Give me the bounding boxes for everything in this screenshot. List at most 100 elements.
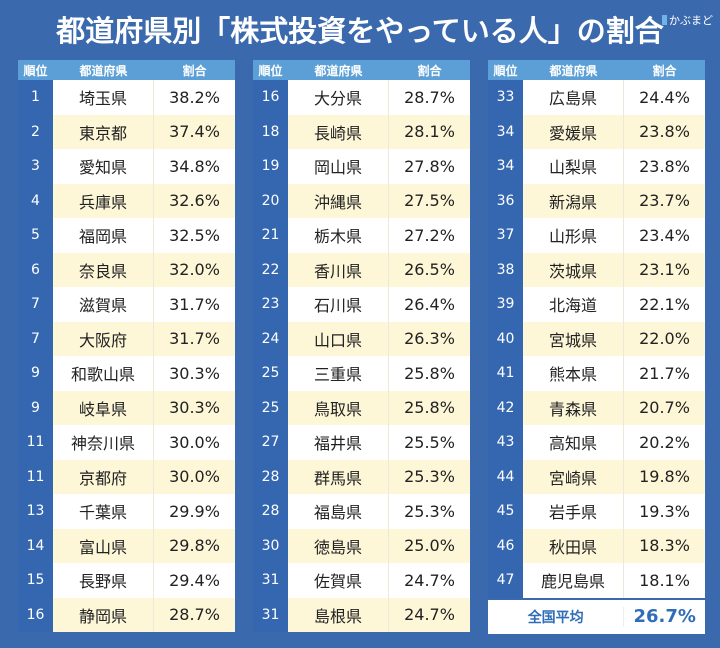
table-row: 14 富山県 29.8% [18, 528, 235, 563]
percentage-cell: 18.3% [624, 528, 705, 563]
average-label: 全国平均 [488, 606, 625, 627]
table-row: 11 京都府 30.0% [18, 459, 235, 494]
percentage-cell: 30.0% [154, 425, 235, 460]
table-row: 43 高知県 20.2% [488, 425, 705, 460]
ranking-table: 順位 都道府県 割合 16 大分県 28.7% 18 長崎県 28.1% 19 岡山県 27.8% 20… [253, 60, 470, 632]
prefecture-cell: 長崎県 [288, 114, 389, 149]
rank-cell: 42 [488, 390, 523, 425]
prefecture-cell: 愛媛県 [523, 114, 624, 149]
table-row: 21 栃木県 27.2% [253, 218, 470, 253]
rank-cell: 20 [253, 183, 288, 218]
rank-cell: 16 [18, 597, 53, 632]
table-row: 23 石川県 26.4% [253, 287, 470, 322]
rank-cell: 27 [253, 425, 288, 460]
rank-cell: 28 [253, 494, 288, 529]
rank-cell: 3 [18, 149, 53, 184]
column-header: 割合 [182, 63, 207, 78]
percentage-cell: 22.0% [624, 321, 705, 356]
prefecture-cell: 兵庫県 [53, 183, 154, 218]
rank-cell: 45 [488, 494, 523, 529]
rank-cell: 47 [488, 563, 523, 598]
ranking-table: 順位 都道府県 割合 1 埼玉県 38.2% 2 東京都 37.4% 3 愛知県 34.8% 4 兵庫県 3… [18, 60, 235, 632]
table-row: 6 奈良県 32.0% [18, 252, 235, 287]
percentage-cell: 28.1% [389, 114, 470, 149]
rank-cell: 5 [18, 218, 53, 253]
column-header: 順位 [493, 63, 518, 78]
percentage-cell: 31.7% [154, 321, 235, 356]
percentage-cell: 27.8% [389, 149, 470, 184]
prefecture-cell: 沖縄県 [288, 183, 389, 218]
table-row: 30 徳島県 25.0% [253, 528, 470, 563]
logo: かぶまど [662, 12, 713, 28]
table-row: 41 熊本県 21.7% [488, 356, 705, 391]
prefecture-cell: 京都府 [53, 459, 154, 494]
table-row: 9 和歌山県 30.3% [18, 356, 235, 391]
average-value: 26.7% [633, 606, 696, 627]
table-header: 順位 都道府県 割合 [253, 60, 470, 80]
prefecture-cell: 島根県 [288, 597, 389, 632]
rank-cell: 11 [18, 459, 53, 494]
percentage-cell: 23.8% [624, 149, 705, 184]
table-row: 31 佐賀県 24.7% [253, 563, 470, 598]
prefecture-cell: 福島県 [288, 494, 389, 529]
table-row: 2 東京都 37.4% [18, 114, 235, 149]
page-title: 都道府県別「株式投資をやっている人」の割合 [56, 14, 664, 48]
table-header: 順位 都道府県 割合 [18, 60, 235, 80]
rank-cell: 4 [18, 183, 53, 218]
table-row: 20 沖縄県 27.5% [253, 183, 470, 218]
prefecture-cell: 静岡県 [53, 597, 154, 632]
rank-cell: 25 [253, 390, 288, 425]
percentage-cell: 24.7% [389, 563, 470, 598]
rank-cell: 2 [18, 114, 53, 149]
table-row: 13 千葉県 29.9% [18, 494, 235, 529]
percentage-cell: 23.7% [624, 183, 705, 218]
percentage-cell: 21.7% [624, 356, 705, 391]
percentage-cell: 24.7% [389, 597, 470, 632]
table-row: 19 岡山県 27.8% [253, 149, 470, 184]
prefecture-cell: 広島県 [523, 80, 624, 115]
prefecture-cell: 栃木県 [288, 218, 389, 253]
rank-cell: 19 [253, 149, 288, 184]
prefecture-cell: 山梨県 [523, 149, 624, 184]
percentage-cell: 27.5% [389, 183, 470, 218]
column-header: 割合 [417, 63, 442, 78]
prefecture-cell: 徳島県 [288, 528, 389, 563]
percentage-cell: 25.8% [389, 390, 470, 425]
rank-cell: 14 [18, 528, 53, 563]
prefecture-cell: 佐賀県 [288, 563, 389, 598]
rank-cell: 46 [488, 528, 523, 563]
table-row: 46 秋田県 18.3% [488, 528, 705, 563]
percentage-cell: 31.7% [154, 287, 235, 322]
percentage-cell: 20.2% [624, 425, 705, 460]
rank-cell: 13 [18, 494, 53, 529]
table-row: 37 山形県 23.4% [488, 218, 705, 253]
prefecture-cell: 宮崎県 [523, 459, 624, 494]
table-row: 18 長崎県 28.1% [253, 114, 470, 149]
percentage-cell: 18.1% [624, 563, 705, 598]
rank-cell: 31 [253, 563, 288, 598]
prefecture-cell: 鳥取県 [288, 390, 389, 425]
table-header: 順位 都道府県 割合 [488, 60, 705, 80]
table-row: 5 福岡県 32.5% [18, 218, 235, 253]
table-row: 1 埼玉県 38.2% [18, 80, 235, 115]
table-row: 28 福島県 25.3% [253, 494, 470, 529]
rank-cell: 43 [488, 425, 523, 460]
column-header: 順位 [258, 63, 283, 78]
logo-text: かぶまど [669, 14, 713, 27]
table-row: 11 神奈川県 30.0% [18, 425, 235, 460]
rank-cell: 18 [253, 114, 288, 149]
rank-cell: 7 [18, 321, 53, 356]
percentage-cell: 30.0% [154, 459, 235, 494]
prefecture-cell: 北海道 [523, 287, 624, 322]
prefecture-cell: 富山県 [53, 528, 154, 563]
table-row: 36 新潟県 23.7% [488, 183, 705, 218]
prefecture-cell: 石川県 [288, 287, 389, 322]
table-row: 25 三重県 25.8% [253, 356, 470, 391]
percentage-cell: 28.7% [389, 80, 470, 115]
percentage-cell: 22.1% [624, 287, 705, 322]
prefecture-cell: 青森県 [523, 390, 624, 425]
percentage-cell: 29.4% [154, 563, 235, 598]
rank-cell: 21 [253, 218, 288, 253]
percentage-cell: 32.5% [154, 218, 235, 253]
rank-cell: 37 [488, 218, 523, 253]
